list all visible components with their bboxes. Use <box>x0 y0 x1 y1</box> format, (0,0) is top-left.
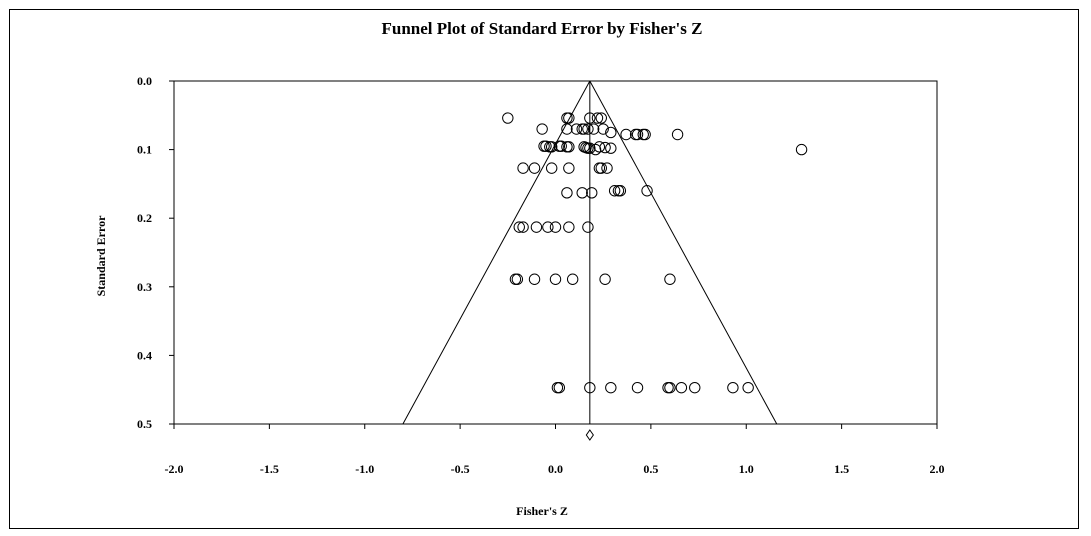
y-tick-label: 0.5 <box>137 417 152 431</box>
study-point <box>620 128 632 141</box>
study-point <box>561 123 573 135</box>
study-point <box>540 140 552 152</box>
study-point <box>584 381 596 394</box>
study-point <box>553 381 566 394</box>
study-point <box>671 128 684 141</box>
study-point <box>542 221 554 233</box>
study-point <box>587 123 600 135</box>
study-point <box>549 221 562 233</box>
x-tick-label: 0.0 <box>548 462 563 476</box>
plot-area: -2.0 -1.5 -1.0 -0.5 0.0 0.5 1.0 1.5 2.0 0.0 0.1 0.2… <box>137 74 945 476</box>
study-point <box>631 381 644 394</box>
chart-frame: Funnel Plot of Standard Error by Fisher'… <box>9 9 1079 529</box>
y-tick-label: 0.2 <box>137 211 152 225</box>
study-point <box>595 162 607 174</box>
study-point <box>593 141 606 153</box>
study-point <box>605 381 617 394</box>
x-tick-label: 2.0 <box>930 462 945 476</box>
study-point <box>584 112 596 124</box>
study-point <box>513 221 525 233</box>
funnel-left-limit <box>402 80 591 425</box>
study-point <box>517 162 529 174</box>
study-point <box>582 123 594 135</box>
x-tick-label: -1.0 <box>355 462 374 476</box>
x-tick-label: 0.5 <box>643 462 658 476</box>
study-point <box>555 140 567 152</box>
funnel-right-limit <box>589 80 778 425</box>
study-point <box>570 123 583 135</box>
study-point <box>689 381 701 394</box>
study-point <box>502 112 514 124</box>
study-point <box>589 143 602 156</box>
study-point <box>605 126 617 139</box>
study-point <box>727 381 739 394</box>
study-point <box>561 112 573 124</box>
study-point <box>528 162 541 174</box>
study-point <box>595 112 607 124</box>
study-point <box>675 381 688 394</box>
study-point <box>601 162 613 174</box>
study-point <box>578 123 590 135</box>
study-point <box>631 128 644 141</box>
study-point <box>536 123 548 135</box>
study-point <box>566 273 579 285</box>
study-point <box>795 143 808 156</box>
study-point <box>664 273 676 285</box>
x-tick-label: 1.5 <box>834 462 849 476</box>
funnel-plot-chart: Funnel Plot of Standard Error by Fisher'… <box>94 19 945 518</box>
study-point <box>528 273 541 285</box>
study-point <box>614 185 627 197</box>
study-point <box>545 141 558 153</box>
study-point <box>545 162 558 174</box>
x-tick-label: -1.5 <box>260 462 279 476</box>
plot-border <box>173 80 938 425</box>
study-point <box>591 112 604 124</box>
study-point <box>586 187 598 199</box>
y-axis-label: Standard Error <box>94 215 108 296</box>
study-point <box>608 185 621 197</box>
y-tick-label: 0.1 <box>137 143 152 157</box>
study-point <box>563 141 575 153</box>
study-point <box>563 162 575 174</box>
study-point <box>605 142 617 154</box>
study-point <box>576 187 588 199</box>
y-tick-label: 0.0 <box>137 74 152 88</box>
study-point <box>742 381 754 394</box>
study-point <box>582 221 594 233</box>
study-point <box>561 187 573 199</box>
study-point <box>597 123 609 135</box>
study-point <box>584 142 596 154</box>
study-point <box>599 273 611 285</box>
summary-diamond <box>585 429 594 441</box>
x-tick-label: 1.0 <box>739 462 754 476</box>
study-point <box>511 273 524 285</box>
x-axis-label: Fisher's Z <box>516 504 568 518</box>
study-point <box>599 141 611 154</box>
study-point <box>517 221 529 233</box>
y-tick-label: 0.4 <box>137 348 152 362</box>
x-tick-label: -2.0 <box>165 462 184 476</box>
study-point <box>639 128 651 141</box>
x-tick-label: -0.5 <box>451 462 470 476</box>
study-point <box>530 221 543 233</box>
y-tick-label: 0.3 <box>137 280 152 294</box>
study-point <box>563 221 575 233</box>
study-point <box>641 185 653 197</box>
chart-title: Funnel Plot of Standard Error by Fisher'… <box>382 19 703 38</box>
study-point <box>664 381 676 394</box>
study-point <box>549 273 562 285</box>
